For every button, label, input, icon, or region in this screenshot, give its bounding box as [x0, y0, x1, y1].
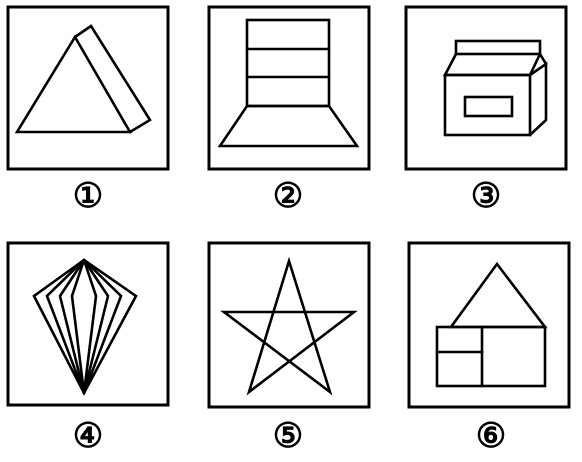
panel-2-label: ② — [272, 176, 304, 216]
triangular-prism-icon — [14, 24, 152, 134]
kite-fan-lines-icon — [32, 258, 138, 396]
five-point-star-icon — [220, 256, 358, 396]
house-icon — [435, 261, 548, 388]
panel-4 — [6, 241, 170, 407]
panel-6 — [407, 241, 571, 409]
panel-6-label: ⑥ — [475, 416, 507, 456]
panel-4-label: ④ — [72, 416, 104, 456]
panel-1-label: ① — [72, 176, 104, 216]
stacked-rectangles-on-trapezoid-icon — [217, 18, 360, 148]
panel-2 — [207, 5, 371, 171]
panel-3 — [404, 5, 568, 171]
panel-3-label: ③ — [470, 176, 502, 216]
panel-5 — [207, 241, 371, 409]
panel-1 — [6, 5, 170, 171]
box-with-lid-icon — [442, 39, 548, 137]
panel-5-label: ⑤ — [272, 416, 304, 456]
